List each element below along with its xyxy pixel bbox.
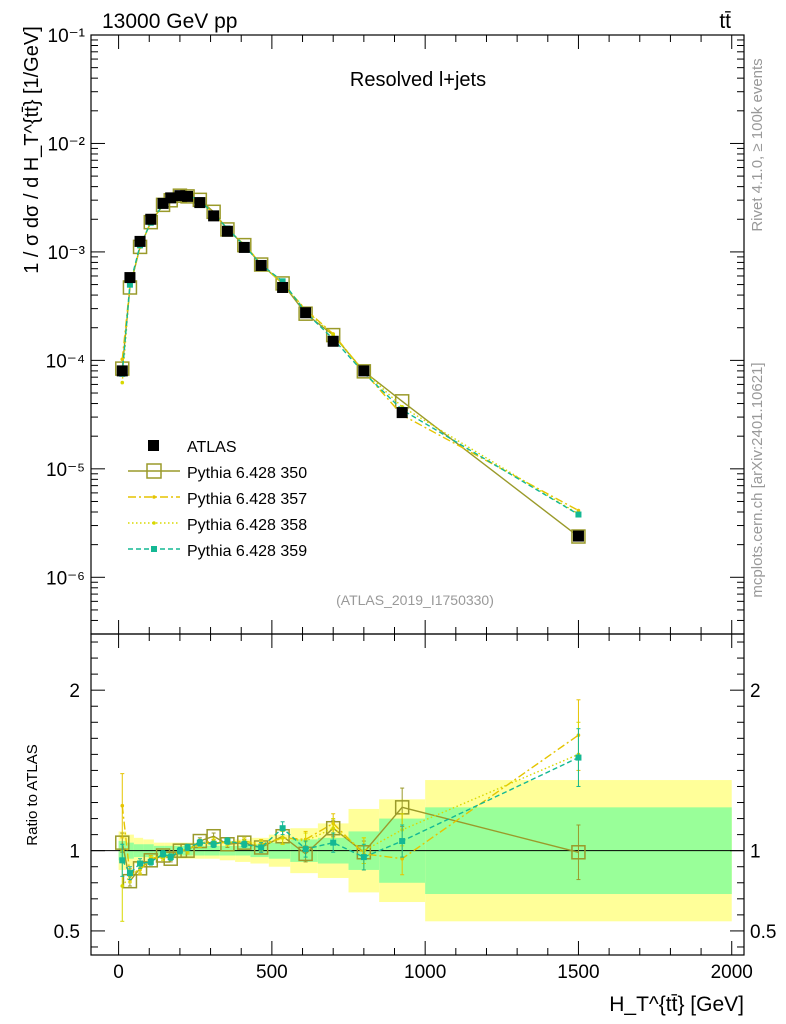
y-tick-label: 10⁻³ — [48, 243, 86, 264]
atlas-data-point — [255, 259, 267, 271]
ratio-point-p359 — [167, 854, 174, 861]
y-tick-label: 10⁻⁵ — [46, 460, 85, 481]
process-label: 13000 GeV pp — [102, 10, 237, 33]
main-point-p350 — [356, 364, 372, 379]
x-tick-label: 1000 — [404, 962, 446, 983]
ratio-point-p359 — [210, 841, 217, 848]
legend: ATLAS Pythia 6.428 350 Pythia 6.428 357 … — [128, 439, 307, 560]
atlas-data-point — [572, 530, 584, 542]
atlas-data-point — [221, 225, 233, 237]
ratio-frame — [90, 633, 745, 956]
legend-label-359: Pythia 6.428 359 — [187, 543, 307, 560]
atlas-data-point — [145, 213, 157, 225]
ratio-point-p359 — [147, 858, 154, 865]
ratio-point-p358 — [280, 836, 285, 840]
main-point-p359 — [126, 281, 133, 288]
ratio-point-p359 — [119, 857, 126, 864]
ratio-point-p357 — [120, 803, 125, 808]
legend-label-atlas: ATLAS — [187, 439, 237, 456]
y-tick-label: 10⁻⁴ — [46, 351, 85, 372]
ratio-tick-label-left: 2 — [69, 681, 80, 702]
ratio-point-p359 — [126, 870, 133, 877]
y-tick-label: 10⁻² — [48, 134, 86, 155]
mcplots-text: mcplots.cern.ch [arXiv:2401.10621] — [749, 362, 766, 597]
ratio-point-p359 — [302, 846, 309, 853]
ratio-point-p359 — [330, 839, 337, 846]
axes-group: 0 500 1000 1500 2000 10⁻¹ 10⁻² 10⁻³ 10⁻⁴ 10⁻⁵ 10⁻⁶… — [46, 26, 777, 983]
ratio-point-p359 — [224, 838, 231, 845]
ratio-tick-label-right: 0.5 — [750, 922, 776, 943]
x-tick-label: 500 — [256, 962, 288, 983]
chart-title: Resolved l+jets — [350, 69, 486, 91]
main-point-p350 — [298, 306, 313, 321]
atlas-data-point — [194, 197, 206, 209]
final-state-label: tt̄ — [719, 10, 731, 33]
legend-marker-359 — [151, 546, 157, 552]
main-point-p357 — [120, 357, 125, 362]
legend-marker-357 — [152, 495, 156, 499]
ratio-point-p359 — [241, 841, 248, 848]
atlas-data-point — [165, 192, 177, 204]
ratio-tick-label-right: 1 — [750, 842, 761, 863]
ratio-point-p358 — [120, 884, 125, 888]
main-line-p350 — [121, 194, 579, 538]
ratio-point-p359 — [137, 860, 144, 867]
y-axis-title: 1 / σ dσ / d H_T^{tt̄} [1/GeV] — [21, 26, 43, 274]
legend-label-350: Pythia 6.428 350 — [187, 465, 307, 482]
x-tick-label: 2000 — [711, 962, 753, 983]
main-point-p359 — [279, 278, 286, 285]
x-tick-label: 1500 — [557, 962, 599, 983]
main-point-p350 — [571, 529, 586, 544]
y-tick-label: 10⁻¹ — [48, 26, 86, 47]
atlas-data-point — [134, 235, 146, 247]
ratio-point-p359 — [196, 839, 203, 846]
atlas-data-point — [157, 197, 169, 209]
y-tick-label: 10⁻⁶ — [46, 568, 85, 589]
ratio-point-p359 — [360, 854, 367, 861]
atlas-data-point — [277, 281, 289, 293]
atlas-data-point — [182, 190, 194, 202]
main-point-p359 — [575, 511, 582, 518]
atlas-data-point — [358, 365, 370, 377]
atlas-data-point — [300, 307, 312, 319]
rivet-version-text: Rivet 4.1.0, ≥ 100k events — [749, 58, 766, 231]
atlas-data-point — [124, 272, 136, 284]
ratio-tick-label-right: 2 — [750, 681, 761, 702]
ratio-point-p359 — [176, 847, 183, 854]
legend-marker-350 — [146, 463, 162, 479]
legend-label-357: Pythia 6.428 357 — [187, 491, 307, 508]
main-point-p358 — [120, 380, 125, 385]
ratio-point-p359 — [279, 825, 286, 832]
main-point-p357 — [576, 508, 581, 513]
atlas-data-point — [396, 407, 408, 419]
legend-marker-358 — [152, 521, 156, 525]
atlas-data-point — [116, 365, 128, 377]
x-tick-label: 0 — [113, 962, 124, 983]
ratio-point-p359 — [184, 844, 191, 851]
legend-marker-atlas — [148, 440, 159, 451]
analysis-id: (ATLAS_2019_I1750330) — [336, 592, 494, 608]
ratio-point-p359 — [399, 838, 406, 845]
atlas-data-point — [327, 335, 339, 347]
ratio-tick-label-left: 0.5 — [54, 922, 80, 943]
ratio-axis-title: Ratio to ATLAS — [24, 744, 41, 845]
ratio-tick-label-left: 1 — [69, 842, 80, 863]
atlas-data-point — [238, 241, 250, 253]
atlas-data-point — [174, 190, 186, 202]
ratio-point-p357 — [400, 856, 404, 861]
main-series-group — [115, 188, 586, 544]
ratio-point-p350 — [571, 845, 586, 860]
ratio-point-p358 — [331, 826, 335, 831]
legend-label-358: Pythia 6.428 358 — [187, 517, 307, 534]
x-axis-title: H_T^{tt̄} [GeV] — [609, 993, 744, 1016]
main-line-p357 — [121, 194, 579, 512]
ratio-point-p359 — [160, 850, 167, 857]
ratio-series-group — [115, 699, 586, 922]
ratio-point-p350 — [237, 835, 252, 850]
atlas-data-point — [208, 210, 220, 222]
ratio-point-p359 — [575, 754, 582, 761]
main-point-p350 — [253, 257, 269, 272]
ratio-point-p359 — [258, 844, 265, 851]
